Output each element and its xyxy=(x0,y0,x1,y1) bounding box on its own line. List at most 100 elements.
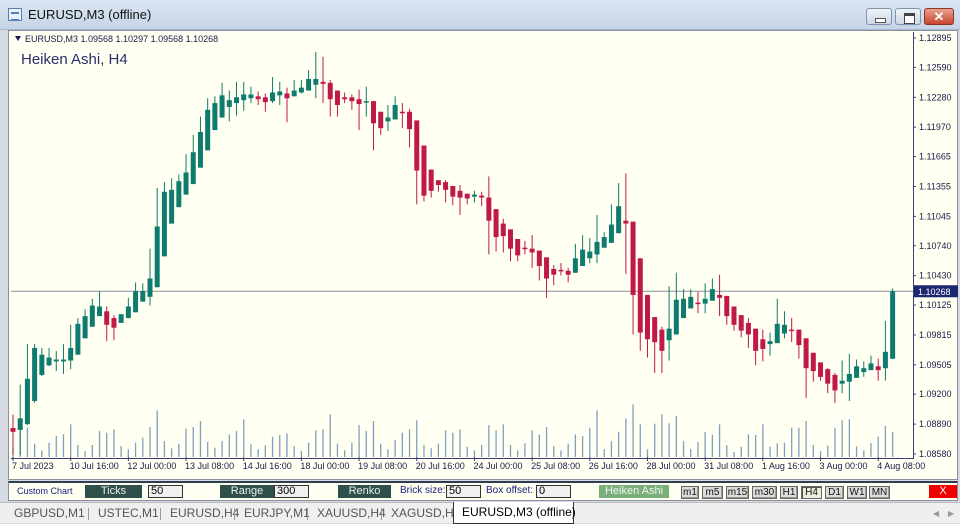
range-input[interactable]: 300 xyxy=(274,485,309,498)
candle-body-bearish xyxy=(623,220,629,224)
maximize-button[interactable] xyxy=(895,8,921,25)
candle-body-bearish xyxy=(262,97,268,103)
candle-body-bullish xyxy=(75,323,81,355)
candle-body-bearish xyxy=(832,374,838,391)
candle-body-bearish xyxy=(104,311,110,325)
candle-body-bullish xyxy=(846,373,852,382)
timeframe-button-m15[interactable]: m15 xyxy=(726,486,749,499)
tab-xauusd-h4[interactable]: XAUUSD,H4 xyxy=(317,506,386,520)
candle-body-bullish xyxy=(839,380,845,384)
candle-body-bullish xyxy=(594,241,600,255)
candle-body-bullish xyxy=(890,291,896,359)
candle-body-bullish xyxy=(854,366,860,378)
ticks-button[interactable]: Ticks xyxy=(85,485,142,498)
candle-body-bearish xyxy=(875,366,881,371)
candle-body-bullish xyxy=(212,103,218,131)
candle-body-bearish xyxy=(796,329,802,346)
candle-body-bullish xyxy=(608,224,614,243)
box-offset-input[interactable]: 0 xyxy=(536,485,571,498)
timeframe-button-m30[interactable]: m30 xyxy=(752,486,777,499)
tab-separator xyxy=(234,508,235,520)
candle-body-bullish xyxy=(616,206,622,234)
chart-area[interactable]: 1.12895 1.12590 1.12280 1.11970 1.11665 1.113… xyxy=(8,30,958,480)
candle-body-bullish xyxy=(277,91,283,96)
candle-body-bullish xyxy=(24,378,30,425)
y-tick-label: 1.10430 xyxy=(919,271,952,281)
candle-body-bullish xyxy=(392,105,398,120)
ticks-input[interactable]: 50 xyxy=(148,485,183,498)
tab-eurusd-h4[interactable]: EURUSD,H4 xyxy=(170,506,240,520)
tab-separator xyxy=(307,508,308,520)
brick-size-input[interactable]: 50 xyxy=(446,485,481,498)
y-tick-label: 1.09200 xyxy=(919,389,952,399)
y-tick-label: 1.08890 xyxy=(919,419,952,429)
y-tick-label: 1.09815 xyxy=(919,330,952,340)
y-tick-label: 1.11970 xyxy=(919,122,951,132)
renko-button[interactable]: Renko xyxy=(338,485,391,498)
scroll-left-icon[interactable]: ◀ xyxy=(933,509,940,518)
y-tick-label: 1.12280 xyxy=(919,92,952,102)
y-tick-label: 1.10125 xyxy=(919,300,952,310)
candle-body-bearish xyxy=(810,352,816,372)
candle-body-bearish xyxy=(349,97,355,102)
minimize-button[interactable] xyxy=(866,8,892,25)
timeframe-button-mn[interactable]: MN xyxy=(869,486,890,499)
candle-body-bearish xyxy=(327,82,333,100)
x-tick-label: 31 Jul 08:00 xyxy=(704,461,753,471)
tab-gbpusd-m1[interactable]: GBPUSD,M1 xyxy=(14,506,85,520)
candle-body-bearish xyxy=(637,258,643,333)
candle-body-bearish xyxy=(10,427,16,432)
ohlc-header: EURUSD,M3 1.09568 1.10297 1.09568 1.1026… xyxy=(15,34,218,44)
candle-body-bullish xyxy=(133,291,139,313)
range-button[interactable]: Range xyxy=(220,485,274,498)
timeframe-button-m5[interactable]: m5 xyxy=(702,486,723,499)
candle-body-bearish xyxy=(529,248,535,253)
tab-separator xyxy=(160,508,161,520)
heiken-ashi-button[interactable]: Heiken Ashi xyxy=(599,485,669,498)
candle-body-bearish xyxy=(371,101,376,124)
timeframe-button-w1[interactable]: W1 xyxy=(847,486,867,499)
candle-body-bearish xyxy=(320,81,326,84)
price-chart: 1.12895 1.12590 1.12280 1.11970 1.11665 1.113… xyxy=(10,33,958,471)
candle-body-bearish xyxy=(464,193,470,199)
timeframe-button-h4[interactable]: H4 xyxy=(801,486,822,499)
candle-body-bullish xyxy=(781,324,787,334)
candle-body-bullish xyxy=(702,298,708,304)
candle-body-bullish xyxy=(587,251,593,259)
candle-body-bearish xyxy=(342,97,348,100)
candle-body-bearish xyxy=(407,111,413,130)
timeframe-button-m1[interactable]: m1 xyxy=(681,486,699,499)
candle-body-bearish xyxy=(356,99,362,105)
candle-body-bearish xyxy=(414,120,420,171)
candle-body-bearish xyxy=(825,369,831,384)
scroll-right-icon[interactable]: ▶ xyxy=(948,509,955,518)
candle-body-bullish xyxy=(176,181,182,208)
candle-body-bullish xyxy=(471,194,477,197)
tab-ustec-m1[interactable]: USTEC,M1 xyxy=(98,506,159,520)
candle-body-bullish xyxy=(205,109,211,151)
candle-body-bullish xyxy=(197,131,203,168)
candle-body-bullish xyxy=(298,87,304,93)
candle-body-bearish xyxy=(515,239,521,256)
candle-body-bearish xyxy=(745,322,751,335)
timeframe-button-d1[interactable]: D1 xyxy=(825,486,844,499)
candle-body-bullish xyxy=(219,95,225,118)
x-tick-label: 12 Jul 00:00 xyxy=(127,461,176,471)
x-tick-label: 25 Jul 08:00 xyxy=(531,461,580,471)
candle-body-bearish xyxy=(789,329,795,332)
candle-body-bullish xyxy=(572,258,578,273)
dropdown-triangle-icon[interactable] xyxy=(15,36,21,41)
candle-body-bearish xyxy=(421,145,427,196)
x-tick-label: 14 Jul 16:00 xyxy=(243,461,292,471)
candle-body-bullish xyxy=(125,306,131,319)
candle-body-bearish xyxy=(435,180,441,186)
tab-xagusd-h4[interactable]: XAGUSD,H4 xyxy=(391,506,461,520)
tab-eurusd-m3-offline[interactable]: EURUSD,M3 (offline) xyxy=(453,502,576,524)
tab-eurjpy-m1[interactable]: EURJPY,M1 xyxy=(244,506,310,520)
close-button[interactable]: ✕ xyxy=(924,8,954,25)
candle-body-bearish xyxy=(803,338,809,369)
close-panel-button[interactable]: X xyxy=(929,485,957,498)
candle-body-bullish xyxy=(767,341,773,345)
timeframe-button-h1[interactable]: H1 xyxy=(780,486,798,499)
y-tick-label: 1.09505 xyxy=(919,360,952,370)
